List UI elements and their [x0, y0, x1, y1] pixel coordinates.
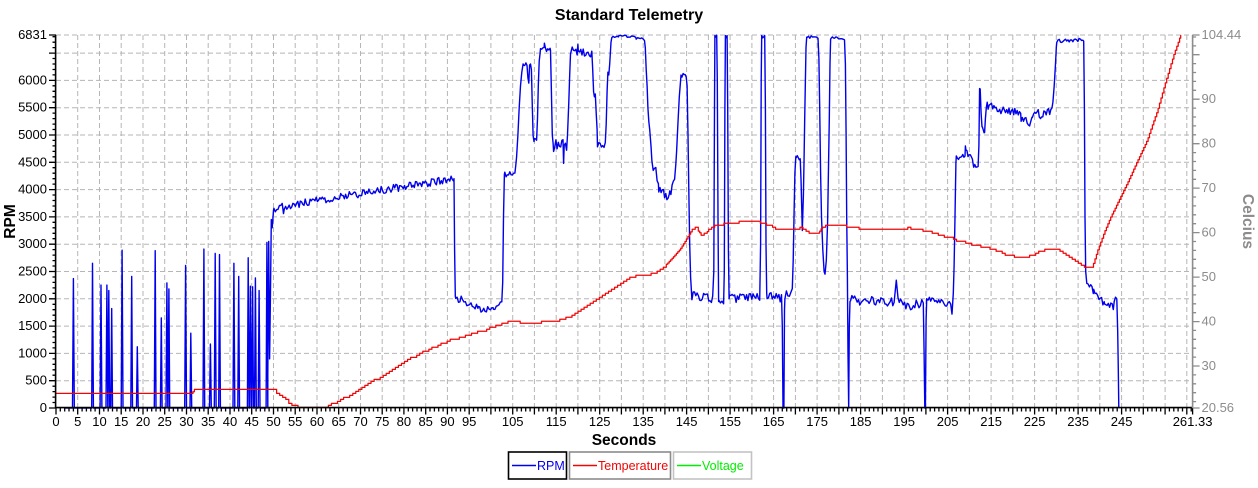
svg-text:65: 65 — [331, 414, 345, 429]
svg-text:5: 5 — [74, 414, 81, 429]
svg-text:0: 0 — [40, 400, 47, 415]
svg-text:155: 155 — [719, 414, 741, 429]
svg-text:245: 245 — [1111, 414, 1133, 429]
svg-text:0: 0 — [52, 414, 59, 429]
svg-text:135: 135 — [632, 414, 654, 429]
svg-text:90: 90 — [440, 414, 454, 429]
svg-text:70: 70 — [1202, 180, 1216, 195]
svg-text:Celcius: Celcius — [1239, 194, 1256, 249]
svg-text:RPM: RPM — [2, 204, 19, 238]
svg-text:20.56: 20.56 — [1202, 400, 1235, 415]
svg-text:90: 90 — [1202, 91, 1216, 106]
svg-text:25: 25 — [157, 414, 171, 429]
svg-text:Standard Telemetry: Standard Telemetry — [555, 7, 703, 24]
svg-text:215: 215 — [980, 414, 1002, 429]
svg-text:60: 60 — [310, 414, 324, 429]
svg-text:500: 500 — [25, 373, 47, 388]
svg-text:75: 75 — [375, 414, 389, 429]
svg-text:261.33: 261.33 — [1173, 414, 1213, 429]
svg-text:3000: 3000 — [18, 236, 47, 251]
svg-text:20: 20 — [136, 414, 150, 429]
svg-text:1500: 1500 — [18, 318, 47, 333]
svg-text:185: 185 — [850, 414, 872, 429]
svg-text:RPM: RPM — [537, 459, 565, 473]
svg-text:165: 165 — [763, 414, 785, 429]
svg-text:195: 195 — [893, 414, 915, 429]
svg-text:175: 175 — [806, 414, 828, 429]
svg-text:35: 35 — [201, 414, 215, 429]
svg-text:45: 45 — [244, 414, 258, 429]
svg-text:105: 105 — [502, 414, 524, 429]
svg-text:235: 235 — [1067, 414, 1089, 429]
svg-text:2500: 2500 — [18, 264, 47, 279]
svg-text:40: 40 — [223, 414, 237, 429]
svg-text:3500: 3500 — [18, 209, 47, 224]
svg-text:70: 70 — [353, 414, 367, 429]
svg-text:Voltage: Voltage — [702, 459, 744, 473]
svg-text:55: 55 — [288, 414, 302, 429]
svg-text:Seconds: Seconds — [592, 432, 657, 449]
svg-text:225: 225 — [1024, 414, 1046, 429]
svg-text:5500: 5500 — [18, 100, 47, 115]
svg-text:40: 40 — [1202, 314, 1216, 329]
svg-text:4000: 4000 — [18, 182, 47, 197]
svg-text:205: 205 — [937, 414, 959, 429]
svg-text:50: 50 — [1202, 269, 1216, 284]
svg-text:30: 30 — [179, 414, 193, 429]
svg-text:10: 10 — [92, 414, 106, 429]
svg-text:104.44: 104.44 — [1202, 27, 1242, 42]
svg-text:125: 125 — [589, 414, 611, 429]
svg-text:60: 60 — [1202, 225, 1216, 240]
svg-text:115: 115 — [546, 414, 567, 429]
svg-text:Temperature: Temperature — [598, 459, 668, 473]
svg-text:95: 95 — [462, 414, 476, 429]
svg-text:2000: 2000 — [18, 291, 47, 306]
svg-text:80: 80 — [397, 414, 411, 429]
svg-text:6000: 6000 — [18, 72, 47, 87]
svg-text:85: 85 — [418, 414, 432, 429]
svg-text:30: 30 — [1202, 358, 1216, 373]
svg-text:50: 50 — [266, 414, 280, 429]
svg-text:145: 145 — [676, 414, 698, 429]
svg-text:5000: 5000 — [18, 127, 47, 142]
svg-text:4500: 4500 — [18, 154, 47, 169]
svg-text:1000: 1000 — [18, 345, 47, 360]
svg-text:15: 15 — [114, 414, 128, 429]
svg-text:80: 80 — [1202, 136, 1216, 151]
svg-text:6831: 6831 — [18, 27, 47, 42]
